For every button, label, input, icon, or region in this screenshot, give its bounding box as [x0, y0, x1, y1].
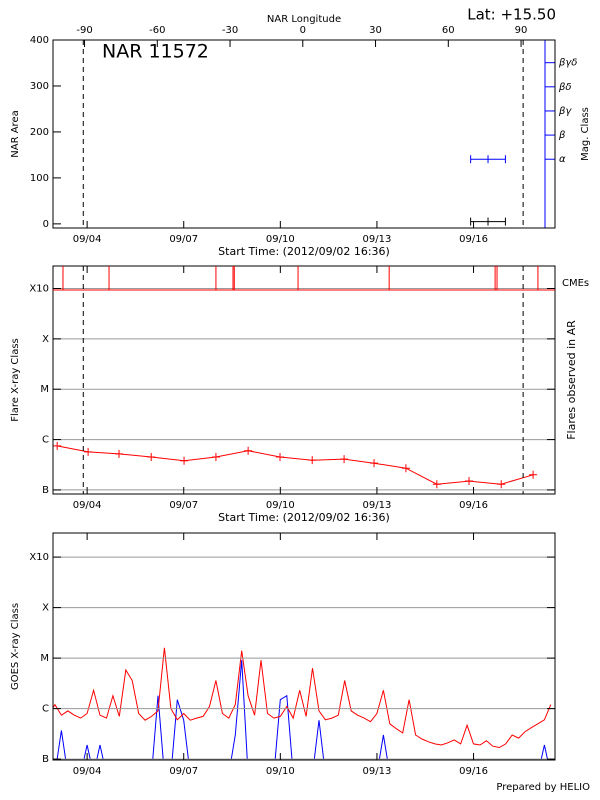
x-tick-label: 09/10: [266, 500, 295, 511]
x2-tick-label: -30: [222, 25, 238, 36]
x-tick-label: 09/13: [363, 766, 392, 777]
point-marker: [115, 449, 124, 458]
y2-tick-label: βγδ: [558, 58, 577, 69]
plot-frame: [52, 265, 556, 495]
y-tick-label: M: [40, 653, 49, 664]
latitude: Lat: +15.50: [467, 6, 556, 24]
point-marker: [465, 477, 474, 486]
x-tick-label: 09/04: [73, 500, 102, 511]
cme-label: CMEs: [562, 278, 589, 289]
y-tick-label: B: [42, 485, 49, 496]
y2-tick-label: β: [558, 130, 566, 141]
x-tick-label: 09/13: [363, 500, 392, 511]
x-tick-label: 09/07: [169, 234, 198, 245]
x2-tick-label: -60: [149, 25, 165, 36]
x-axis-label: Start Time: (2012/09/02 16:36): [218, 245, 390, 258]
y-axis-label: NAR Area: [10, 110, 21, 157]
x-tick-label: 09/07: [169, 500, 198, 511]
x-tick-label: 09/10: [266, 766, 295, 777]
plot-frame: [52, 532, 556, 761]
x2-tick-label: 0: [300, 25, 306, 36]
point-marker: [147, 453, 156, 462]
y-tick-label: M: [40, 384, 49, 395]
x-tick-label: 09/04: [73, 766, 102, 777]
series-line: [57, 445, 534, 485]
y-tick-label: C: [42, 704, 49, 715]
y-tick-label: 200: [30, 127, 49, 138]
point-marker: [244, 446, 253, 455]
y-tick-label: X10: [29, 552, 49, 563]
series-line: [56, 660, 549, 760]
point-marker: [180, 456, 189, 465]
point-marker: [340, 455, 349, 464]
point-marker: [84, 447, 93, 456]
x2-tick-label: 30: [369, 25, 382, 36]
x-tick-label: 09/13: [363, 234, 392, 245]
y-tick-label: X10: [29, 284, 49, 295]
y2-tick-label: βδ: [558, 82, 572, 93]
plot-area: [470, 155, 506, 226]
point-marker: [211, 453, 220, 462]
plot-area: [53, 647, 552, 760]
x2-tick-label: 60: [442, 25, 455, 36]
plot-area: [53, 441, 538, 489]
point-marker: [401, 464, 410, 473]
y-tick-label: 300: [30, 81, 49, 92]
point-marker: [370, 459, 379, 468]
point-marker: [432, 480, 441, 489]
point-marker: [308, 456, 317, 465]
y-tick-label: 100: [30, 173, 49, 184]
x2-tick-label: 90: [515, 25, 528, 36]
right-label: Flares observed in AR: [565, 320, 578, 440]
x-axis-label: Start Time: (2012/09/02 16:36): [218, 511, 390, 524]
top-axis-label: NAR Longitude: [267, 14, 341, 25]
x-tick-label: 09/10: [266, 234, 295, 245]
y-axis-label: GOES X-ray Class: [10, 603, 21, 690]
y2-tick-label: α: [559, 154, 566, 165]
x2-tick-label: -90: [76, 25, 92, 36]
series-line: [53, 647, 552, 749]
y-tick-label: X: [42, 603, 49, 614]
point-marker: [529, 470, 538, 479]
y2-axis-label: Mag. Class: [580, 107, 591, 161]
y-tick-label: B: [42, 754, 49, 765]
x-tick-label: 09/16: [459, 234, 488, 245]
x-tick-label: 09/16: [459, 766, 488, 777]
plot-frame: [52, 39, 556, 229]
y-tick-label: X: [42, 334, 49, 345]
y-tick-label: 0: [43, 219, 49, 230]
point-marker: [497, 480, 506, 489]
y-tick-label: C: [42, 435, 49, 446]
x-tick-label: 09/16: [459, 500, 488, 511]
chart-title: NAR 11572: [102, 41, 209, 63]
y-axis-label: Flare X-ray Class: [10, 338, 21, 422]
y2-tick-label: βγ: [558, 106, 572, 117]
point-marker: [276, 453, 285, 462]
x-tick-label: 09/07: [169, 766, 198, 777]
credit: Prepared by HELIO: [496, 782, 590, 793]
point-marker: [53, 441, 62, 450]
x-tick-label: 09/04: [73, 234, 102, 245]
y-tick-label: 400: [30, 35, 49, 46]
